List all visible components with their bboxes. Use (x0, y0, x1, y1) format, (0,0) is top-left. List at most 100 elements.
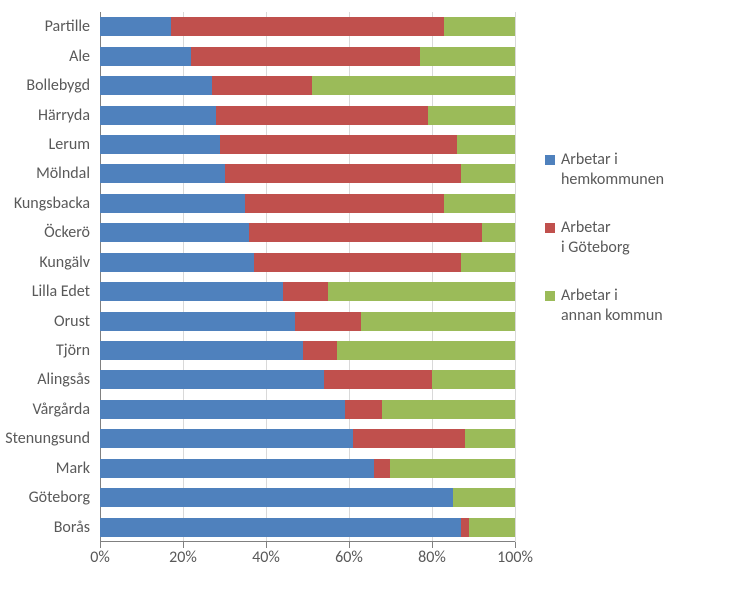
bar-segment (465, 429, 515, 448)
bar-segment (171, 17, 445, 36)
bar-segment (100, 518, 461, 537)
bar-segment (428, 106, 515, 125)
bar-segment (100, 253, 254, 272)
bar-segment (361, 312, 515, 331)
bar-row (100, 76, 515, 95)
bar-segment (100, 429, 353, 448)
x-tick-label: 80% (418, 548, 446, 567)
y-axis-labels: PartilleAleBollebygdHärrydaLerumMölndalK… (0, 12, 94, 542)
bar-segment (100, 164, 225, 183)
bar-segment (100, 135, 220, 154)
bar-row (100, 488, 515, 507)
legend-label: Arbetar i Göteborg (561, 218, 630, 258)
bar-segment (303, 341, 336, 360)
y-tick-label: Orust (0, 312, 94, 331)
bar-row (100, 400, 515, 419)
bar-row (100, 312, 515, 331)
x-axis-line (100, 541, 515, 542)
bar-segment (337, 341, 515, 360)
bar-row (100, 459, 515, 478)
legend-swatch (545, 291, 555, 301)
bar-segment (457, 135, 515, 154)
y-tick-label: Bollebygd (0, 76, 94, 95)
bar-row (100, 106, 515, 125)
bar-row (100, 164, 515, 183)
bar-segment (100, 47, 191, 66)
bar-segment (461, 518, 469, 537)
bar-segment (283, 282, 329, 301)
x-tick-label: 100% (497, 548, 533, 567)
bar-segment (444, 17, 515, 36)
legend-label: Arbetar i hemkommunen (561, 150, 664, 190)
bar-segment (453, 488, 515, 507)
x-axis-labels: 0%20%40%60%80%100% (100, 548, 515, 578)
bar-segment (382, 400, 515, 419)
bar-segment (225, 164, 462, 183)
legend-item: Arbetar i hemkommunen (545, 150, 715, 190)
bar-segment (100, 106, 216, 125)
bar-row (100, 17, 515, 36)
bar-segment (249, 223, 481, 242)
y-tick-label: Borås (0, 518, 94, 537)
bar-row (100, 135, 515, 154)
y-tick-label: Lilla Edet (0, 282, 94, 301)
bar-segment (212, 76, 312, 95)
y-tick-label: Kungälv (0, 253, 94, 272)
y-tick-label: Öckerö (0, 223, 94, 242)
bar-segment (100, 370, 324, 389)
x-tick-label: 60% (335, 548, 363, 567)
bar-segment (100, 282, 283, 301)
y-tick-label: Partille (0, 17, 94, 36)
bar-segment (390, 459, 515, 478)
bar-segment (432, 370, 515, 389)
bar-segment (469, 518, 515, 537)
y-tick-label: Härryda (0, 106, 94, 125)
bar-segment (100, 488, 453, 507)
bars-container (100, 12, 515, 542)
bar-row (100, 47, 515, 66)
bar-segment (444, 194, 515, 213)
bar-row (100, 282, 515, 301)
bar-segment (191, 47, 419, 66)
y-tick-label: Ale (0, 47, 94, 66)
bar-segment (295, 312, 361, 331)
bar-row (100, 253, 515, 272)
bar-segment (328, 282, 515, 301)
y-tick-label: Lerum (0, 135, 94, 154)
y-tick-label: Göteborg (0, 488, 94, 507)
bar-segment (482, 223, 515, 242)
legend-item: Arbetar i annan kommun (545, 286, 715, 326)
bar-segment (312, 76, 515, 95)
bar-segment (461, 164, 515, 183)
bar-segment (216, 106, 428, 125)
bar-segment (100, 17, 171, 36)
bar-row (100, 223, 515, 242)
bar-segment (100, 194, 245, 213)
bar-row (100, 341, 515, 360)
bar-segment (100, 400, 345, 419)
bar-row (100, 194, 515, 213)
y-tick-label: Alingsås (0, 370, 94, 389)
bar-row (100, 370, 515, 389)
bar-segment (220, 135, 457, 154)
bar-segment (100, 341, 303, 360)
y-tick-label: Vårgårda (0, 400, 94, 419)
bar-segment (461, 253, 515, 272)
bar-segment (345, 400, 382, 419)
y-tick-label: Kungsbacka (0, 194, 94, 213)
bar-segment (100, 76, 212, 95)
grid-line (515, 12, 516, 542)
bar-segment (374, 459, 391, 478)
y-tick-label: Tjörn (0, 341, 94, 360)
y-tick-label: Stenungsund (0, 429, 94, 448)
bar-row (100, 518, 515, 537)
legend-swatch (545, 155, 555, 165)
bar-segment (100, 312, 295, 331)
y-tick-label: Mark (0, 459, 94, 478)
bar-segment (245, 194, 444, 213)
x-tick-label: 0% (90, 548, 110, 567)
bar-segment (324, 370, 432, 389)
bar-row (100, 429, 515, 448)
plot-area (100, 12, 515, 542)
bar-segment (100, 459, 374, 478)
